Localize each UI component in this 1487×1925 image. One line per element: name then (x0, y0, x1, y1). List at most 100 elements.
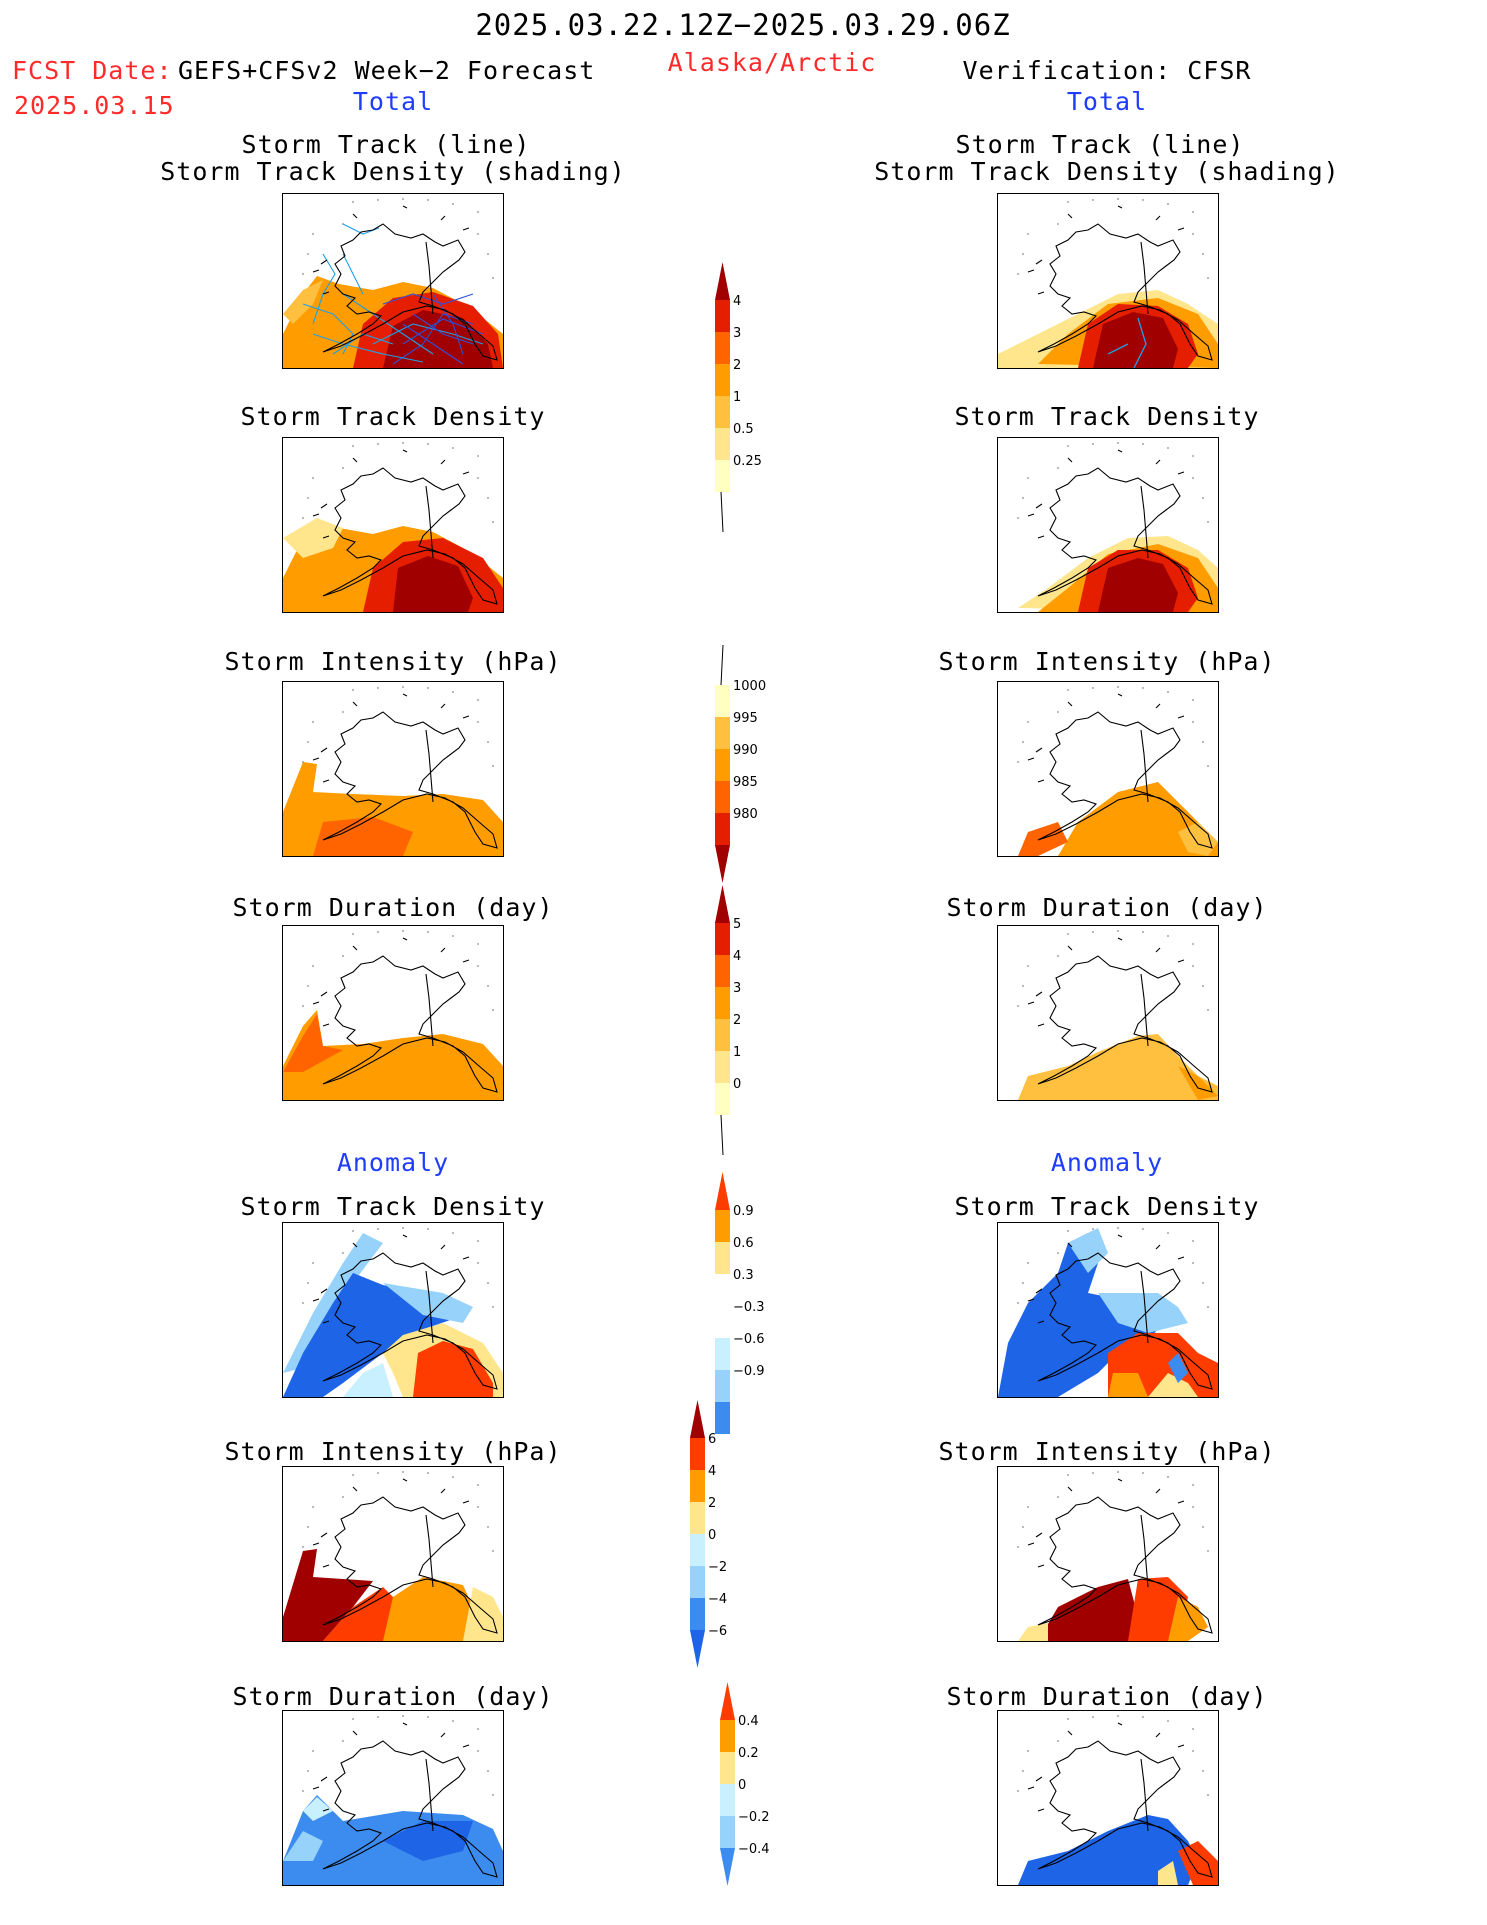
map-right-track-line (997, 193, 1219, 369)
left-intensity-title: Storm Intensity (hPa) (224, 647, 562, 676)
coastline (1027, 1478, 1213, 1634)
field-shading (1018, 1577, 1208, 1641)
map-right-anom-density (997, 1222, 1219, 1398)
colorbar-label: 4 (733, 949, 741, 964)
graticule (1017, 686, 1209, 767)
colorbar-label: 0.9 (733, 1204, 754, 1219)
colorbar-anom-duration: 0.4 0.2 0 −0.2 −0.4 (720, 1682, 790, 1890)
colorbar-segment (690, 1534, 705, 1566)
left-track-shading-title: Storm Track Density (shading) (160, 157, 626, 186)
colorbar-segment (690, 1598, 705, 1630)
map-left-anom-density (282, 1222, 504, 1398)
colorbar-segment (715, 1051, 730, 1083)
right-track-line-title: Storm Track (line) (955, 130, 1245, 159)
field-shading (283, 762, 503, 856)
colorbar-label: 0.4 (738, 1714, 759, 1729)
colorbar-label: 0.6 (733, 1236, 754, 1251)
colorbar-arrow-bottom (715, 845, 730, 883)
colorbar-segment (715, 396, 730, 428)
field-shading (283, 276, 503, 368)
colorbar-label: −0.3 (733, 1300, 765, 1315)
colorbar-label: 1 (733, 390, 741, 405)
colorbar-segment (690, 1502, 705, 1534)
graticule (1017, 198, 1209, 279)
colorbar-segment (715, 813, 730, 845)
colorbar-segment (715, 1402, 730, 1434)
right-anom-density-title: Storm Track Density (954, 1192, 1260, 1221)
colorbar-segment (715, 1370, 730, 1402)
right-anom-intensity-title: Storm Intensity (hPa) (938, 1437, 1276, 1466)
left-anomaly-label: Anomaly (336, 1148, 450, 1177)
map-left-density (282, 437, 504, 613)
field-shading (283, 1010, 503, 1100)
colorbar-label: 2 (708, 1496, 716, 1511)
colorbar-label: −0.6 (733, 1332, 765, 1347)
graticule (302, 930, 494, 1011)
colorbar-label: 0.25 (733, 454, 762, 469)
field-shading (283, 518, 503, 612)
field-shading (283, 1233, 503, 1397)
map-right-density (997, 437, 1219, 613)
field-shading (1018, 1034, 1218, 1100)
right-duration-title: Storm Duration (day) (946, 893, 1268, 922)
colorbar-arrow-top (715, 1172, 730, 1210)
graticule (1017, 1471, 1209, 1552)
field-shading (998, 1228, 1218, 1397)
coastline (1027, 1234, 1213, 1390)
colorbar-segment (715, 1210, 730, 1242)
colorbar-segment (715, 428, 730, 460)
colorbar-segment (715, 1274, 730, 1306)
colorbar-label: 995 (733, 711, 758, 726)
colorbar-segment (715, 987, 730, 1019)
colorbar-segment (715, 364, 730, 396)
left-total-label: Total (352, 87, 434, 116)
left-anom-intensity-title: Storm Intensity (hPa) (224, 1437, 562, 1466)
field-shading (998, 290, 1218, 368)
graticule (302, 442, 494, 523)
colorbar-segment (690, 1438, 705, 1470)
graticule (302, 1227, 494, 1308)
colorbar-label: 5 (733, 917, 741, 932)
region-label: Alaska/Arctic (667, 48, 877, 77)
graticule (1017, 1715, 1209, 1796)
colorbar-segment (720, 1784, 735, 1816)
graticule (1017, 1227, 1209, 1308)
coastline (1027, 205, 1213, 361)
fcst-date: 2025.03.15 (14, 91, 175, 120)
right-anomaly-label: Anomaly (1050, 1148, 1164, 1177)
colorbar-segment (715, 923, 730, 955)
colorbar-segment (715, 717, 730, 749)
colorbar-label: 3 (733, 326, 741, 341)
coastline (1027, 693, 1213, 849)
coastline (312, 693, 498, 849)
colorbar-label: 0.2 (738, 1746, 759, 1761)
right-density-title: Storm Track Density (954, 402, 1260, 431)
colorbar-segment (715, 460, 730, 492)
coastline (1027, 937, 1213, 1093)
coastline (312, 1234, 498, 1390)
right-track-shading-title: Storm Track Density (shading) (874, 157, 1340, 186)
graticule (302, 1715, 494, 1796)
colorbar-label: 990 (733, 743, 758, 758)
colorbar-segment (720, 1752, 735, 1784)
storm-track-lines (1107, 317, 1147, 368)
map-right-anom-duration (997, 1710, 1219, 1886)
colorbar-segment (715, 781, 730, 813)
colorbar-label: 4 (733, 294, 741, 309)
colorbar-label: −0.9 (733, 1364, 765, 1379)
fcst-date-label: FCST Date: (12, 56, 173, 85)
map-left-anom-duration (282, 1710, 504, 1886)
colorbar-tail-bottom (720, 491, 724, 533)
field-shading (1018, 782, 1218, 856)
left-duration-title: Storm Duration (day) (232, 893, 554, 922)
colorbar-intensity: 1000 995 990 985 980 (715, 644, 785, 887)
colorbar-label: 2 (733, 358, 741, 373)
colorbar-tail-bottom (720, 1114, 724, 1156)
coastline (312, 449, 498, 605)
field-shading (1018, 1815, 1218, 1885)
storm-track-lines (302, 223, 484, 365)
colorbar-label: 0 (733, 1077, 741, 1092)
map-left-intensity (282, 681, 504, 857)
graticule (302, 198, 494, 279)
colorbar-label: 4 (708, 1464, 716, 1479)
